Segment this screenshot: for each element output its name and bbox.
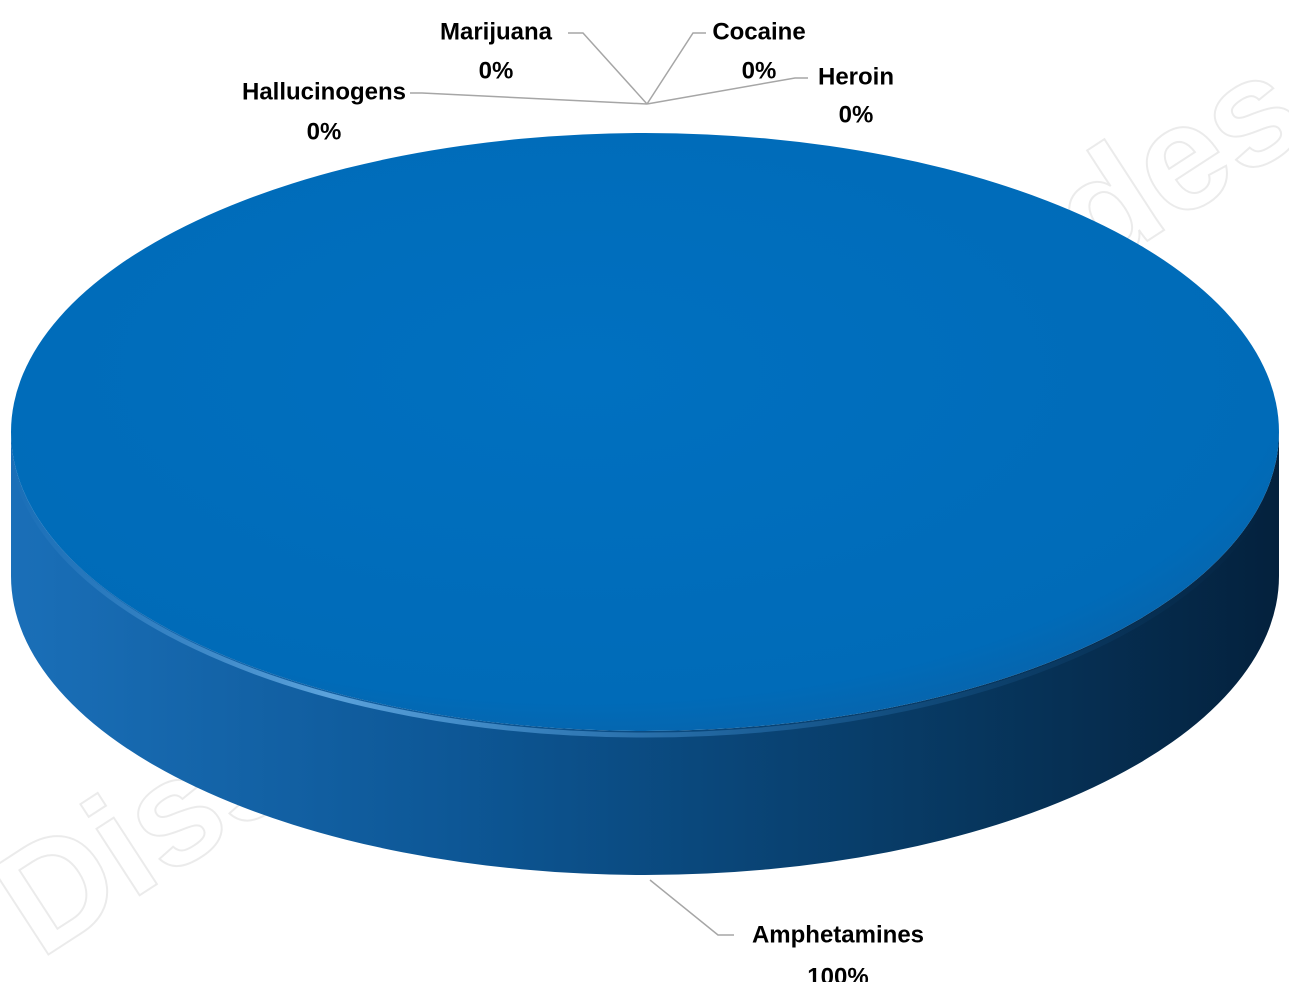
data-label-category-hallucinogens: Hallucinogens (242, 78, 406, 105)
data-label-percent-heroin: 0% (839, 101, 874, 128)
data-label-percent-amphetamines: 100% (807, 963, 868, 982)
leader-line-hallucinogens (410, 92, 648, 105)
data-label-category-marijuana: Marijuana (440, 18, 553, 45)
pie-slices (8, 133, 1282, 875)
data-label-category-heroin: Heroin (818, 63, 894, 90)
data-label-category-amphetamines: Amphetamines (752, 921, 924, 948)
leader-line-heroin (646, 77, 808, 105)
leader-line-marijuana (568, 32, 648, 105)
data-label-percent-cocaine: 0% (742, 57, 777, 84)
pie-slice-rim-highlight (8, 435, 1282, 738)
data-labels: Amphetamines 100% Marijuana 0% Cocaine 0% Hero… (242, 18, 924, 987)
data-label-percent-hallucinogens: 0% (307, 118, 342, 145)
data-label-percent-marijuana: 0% (479, 57, 514, 84)
leader-line-amphetamines (649, 879, 734, 936)
data-label-category-cocaine: Cocaine (712, 18, 805, 45)
pie-slice-side-amphetamines (11, 432, 1279, 875)
leader-line-cocaine (646, 32, 706, 105)
pie-slice-amphetamines (11, 133, 1279, 731)
